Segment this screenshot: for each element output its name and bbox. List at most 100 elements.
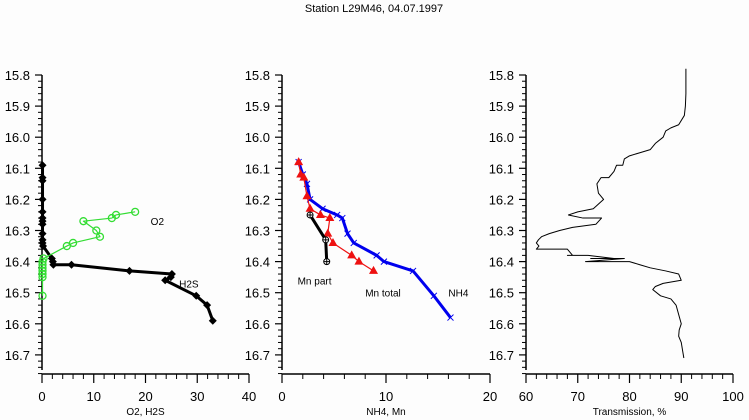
series-transmission [535, 68, 687, 359]
panel-nh4-mn: 15.8 15.9 16.0 16.1 16.2 16.3 16.4 16.5 16.6 16.7… [245, 68, 498, 418]
series-label: H2S [179, 279, 199, 290]
y-tick-label: 15.8 [245, 68, 270, 83]
data-point [294, 157, 304, 166]
y-tick-label: 16.6 [245, 317, 270, 332]
data-point [302, 191, 312, 200]
data-point [38, 229, 47, 238]
y-tick-label: 16.7 [5, 348, 30, 363]
y-tick-label: 16.1 [5, 161, 30, 176]
x-axis-label: Transmission, % [593, 407, 667, 418]
series-line [535, 68, 687, 359]
series-o2: O2 [38, 207, 165, 300]
series-h2s: H2S [38, 161, 217, 325]
y-tick-label: 16.4 [489, 255, 514, 270]
series-label: O2 [151, 217, 165, 228]
data-point [38, 272, 47, 282]
data-point [38, 176, 47, 185]
data-point [430, 292, 438, 300]
data-point [333, 211, 341, 219]
data-point-cross [307, 211, 314, 218]
x-axis-label: O2, H2S [126, 407, 165, 418]
series-label: Mn part [298, 276, 332, 287]
y-tick-label: 15.9 [5, 99, 30, 114]
panel-o2-h2s: 15.8 15.9 16.0 16.1 16.2 16.3 16.4 16.5 16.6 16.7… [5, 68, 257, 418]
x-tick-label: 40 [242, 389, 256, 404]
y-tick-label: 16.2 [245, 192, 270, 207]
panels: 15.8 15.9 16.0 16.1 16.2 16.3 16.4 16.5 16.6 16.7… [5, 68, 744, 418]
data-point [354, 256, 364, 265]
panel-transmission: 15.8 15.9 16.0 16.1 16.2 16.3 16.4 16.5 16.6 16.7… [489, 68, 744, 418]
data-point [208, 316, 217, 325]
x-tick-label: 10 [87, 389, 101, 404]
data-point [328, 237, 338, 246]
series-line [297, 161, 452, 319]
data-point [447, 314, 454, 321]
x-tick-label: 100 [722, 389, 744, 404]
y-tick-label: 16.7 [489, 348, 514, 363]
x-tick-label: 60 [519, 389, 533, 404]
x-tick-label: 70 [571, 389, 585, 404]
x-tick-label: 20 [138, 389, 152, 404]
y-tick-label: 16.5 [245, 286, 270, 301]
data-point [192, 291, 201, 300]
data-point [38, 266, 47, 276]
data-point [130, 207, 140, 216]
chart-title: Station L29M46, 04.07.1997 [305, 3, 443, 15]
data-point [62, 241, 71, 251]
data-point [409, 267, 417, 275]
data-point [306, 211, 314, 219]
x-tick-label: 0 [38, 389, 45, 404]
y-tick-label: 16.0 [245, 130, 270, 145]
data-point [38, 260, 47, 269]
data-point [325, 213, 335, 222]
data-point [323, 228, 333, 237]
y-tick-label: 16.3 [245, 224, 270, 239]
data-point [38, 257, 47, 266]
data-point [350, 239, 358, 247]
y-tick-label: 16.4 [5, 255, 30, 270]
y-tick-label: 15.8 [5, 68, 30, 83]
x-tick-label: 80 [622, 389, 636, 404]
data-point [38, 161, 47, 170]
y-tick-label: 16.6 [489, 317, 514, 332]
data-point [369, 265, 379, 274]
y-tick-label: 15.8 [489, 68, 514, 83]
y-tick-label: 16.6 [5, 317, 30, 332]
data-point [323, 258, 331, 266]
x-axis-label: NH4, Mn [366, 407, 405, 418]
data-point [95, 232, 105, 241]
data-point [380, 258, 388, 265]
data-point [38, 195, 47, 204]
data-point [79, 217, 88, 226]
y-tick-label: 15.9 [489, 99, 514, 114]
data-point [107, 213, 117, 223]
data-point [38, 207, 47, 216]
x-tick-label: 10 [379, 389, 393, 404]
data-point [92, 226, 101, 235]
y-tick-label: 16.1 [245, 161, 270, 176]
data-point [203, 301, 212, 310]
data-point [344, 230, 351, 237]
data-point [373, 252, 380, 259]
y-tick-label: 16.7 [245, 348, 270, 363]
data-point [38, 269, 47, 279]
series-line [41, 211, 136, 296]
data-point [38, 291, 47, 300]
x-tick-label: 0 [278, 389, 285, 404]
series-mn-part: Mn part [298, 211, 332, 287]
data-point [347, 250, 357, 259]
y-tick-label: 16.3 [489, 224, 514, 239]
y-tick-label: 16.4 [245, 255, 270, 270]
data-point [67, 260, 76, 269]
data-point [305, 203, 315, 212]
data-point [166, 273, 175, 282]
data-point-cross [323, 258, 330, 265]
y-tick-label: 16.2 [5, 192, 30, 207]
data-point [299, 172, 309, 181]
y-tick-label: 16.5 [5, 286, 30, 301]
data-point [39, 242, 48, 251]
y-tick-label: 16.5 [489, 286, 514, 301]
y-tick-label: 16.1 [489, 161, 514, 176]
x-tick-label: 90 [674, 389, 688, 404]
data-point [49, 260, 58, 269]
